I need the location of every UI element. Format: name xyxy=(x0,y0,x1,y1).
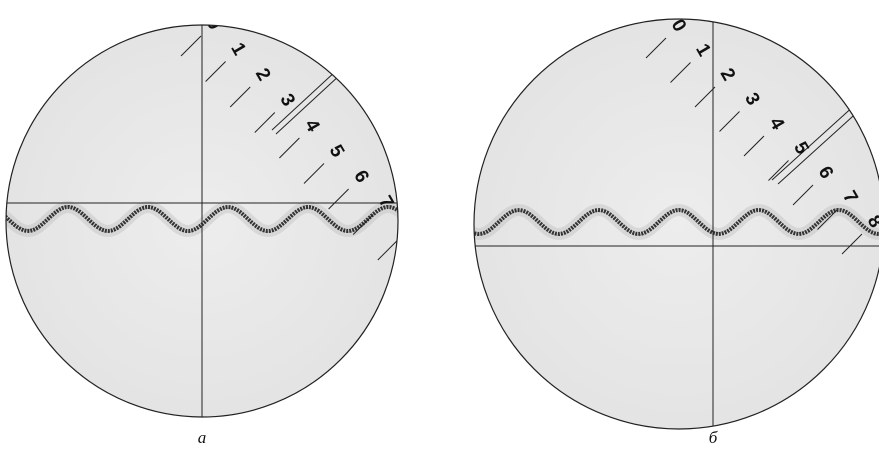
panel-caption: б xyxy=(709,428,718,447)
scale-label: 8 xyxy=(398,218,421,238)
panel-caption: а xyxy=(198,428,207,447)
figure: 012345678а012345678б xyxy=(0,0,879,450)
